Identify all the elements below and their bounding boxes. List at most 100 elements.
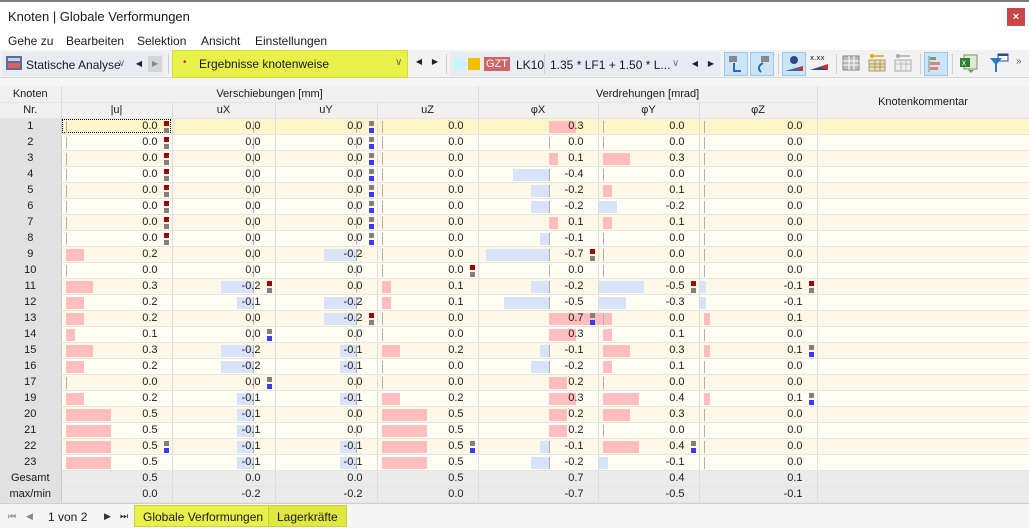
table-row[interactable]: 16 0.2 -0.2 -0.1 0.0 -0.2 0.1 0.0	[0, 358, 1029, 375]
node-number[interactable]: 22	[0, 438, 62, 455]
cell-uz[interactable]: 0.0	[377, 214, 479, 231]
node-number[interactable]: 17	[0, 374, 62, 391]
menu-edit[interactable]: Bearbeiten	[66, 34, 125, 48]
cell-phiy[interactable]: 0.0	[598, 262, 700, 279]
cell-ux[interactable]: 0.0	[172, 230, 276, 247]
excel-export-button[interactable]: X	[958, 52, 982, 76]
cell-comment[interactable]	[817, 358, 1029, 375]
cell-ux[interactable]: -0.1	[172, 422, 276, 439]
cell-uz[interactable]: 0.5	[377, 422, 479, 439]
cell-phix[interactable]: -0.2	[478, 182, 599, 199]
cell-u-abs[interactable]: 0.0	[61, 118, 173, 135]
node-number[interactable]: 12	[0, 294, 62, 311]
table-row[interactable]: 22 0.5 -0.1 -0.1 0.5 -0.1 0.4 0.0	[0, 438, 1029, 455]
cell-phiy[interactable]: 0.1	[598, 214, 700, 231]
cell-phiy[interactable]: -0.5	[598, 278, 700, 295]
cell-uz[interactable]: 0.0	[377, 166, 479, 183]
cell-comment[interactable]	[817, 390, 1029, 407]
cell-phiz[interactable]: 0.0	[699, 246, 818, 263]
header-phiy[interactable]: φY	[598, 102, 700, 119]
cell-u-abs[interactable]: 0.3	[61, 342, 173, 359]
results-combo[interactable]: • Ergebnisse knotenweise ∨	[172, 50, 408, 78]
cell-phix[interactable]: 0.1	[478, 150, 599, 167]
table-row[interactable]: 9 0.2 0.0 -0.2 0.0 -0.7 0.0 0.0	[0, 246, 1029, 263]
filter-button[interactable]	[988, 52, 1012, 76]
cell-phiz[interactable]: 0.0	[699, 262, 818, 279]
prev-arrow-icon[interactable]: ◀	[135, 59, 143, 68]
cell-phiz[interactable]: -0.1	[699, 278, 818, 295]
select-back-button[interactable]	[724, 52, 748, 76]
cell-u-abs[interactable]: 0.5	[61, 438, 173, 455]
cell-comment[interactable]	[817, 134, 1029, 151]
cell-uy[interactable]: 0.0	[275, 134, 378, 151]
cell-phiz[interactable]: 0.0	[699, 198, 818, 215]
node-number[interactable]: 13	[0, 310, 62, 327]
cell-uz[interactable]: 0.5	[377, 406, 479, 423]
cell-uz[interactable]: 0.1	[377, 278, 479, 295]
cell-phix[interactable]: 0.7	[478, 310, 612, 327]
cell-phix[interactable]: -0.2	[478, 278, 599, 295]
node-number[interactable]: 10	[0, 262, 62, 279]
cell-phiy[interactable]: 0.4	[598, 390, 700, 407]
cell-comment[interactable]	[817, 422, 1029, 439]
cell-ux[interactable]: -0.2	[172, 358, 276, 375]
header-comment[interactable]: Knotenkommentar	[817, 86, 1029, 119]
cell-uz[interactable]: 0.0	[377, 150, 479, 167]
cell-phix[interactable]: -0.2	[478, 358, 599, 375]
cell-phiz[interactable]: -0.1	[699, 294, 818, 311]
cell-u-abs[interactable]: 0.0	[61, 150, 173, 167]
cell-phix[interactable]: 0.2	[478, 374, 599, 391]
cell-uz[interactable]: 0.2	[377, 390, 479, 407]
cell-uz[interactable]: 0.0	[377, 198, 479, 215]
cell-uz[interactable]: 0.5	[377, 454, 479, 471]
cell-uy[interactable]: 0.0	[275, 230, 378, 247]
cell-phix[interactable]: -0.2	[478, 198, 599, 215]
node-number[interactable]: 2	[0, 134, 62, 151]
node-number[interactable]: 20	[0, 406, 62, 423]
cell-u-abs[interactable]: 0.2	[61, 310, 173, 327]
cell-ux[interactable]: -0.1	[172, 406, 276, 423]
cell-phiz[interactable]: 0.0	[699, 374, 818, 391]
cell-phiy[interactable]: 0.0	[598, 310, 700, 327]
cell-comment[interactable]	[817, 374, 1029, 391]
cell-comment[interactable]	[817, 294, 1029, 311]
node-number[interactable]: 15	[0, 342, 62, 359]
cell-comment[interactable]	[817, 214, 1029, 231]
cell-phiy[interactable]: 0.1	[598, 326, 700, 343]
cell-u-abs[interactable]: 0.5	[61, 454, 173, 471]
cell-comment[interactable]	[817, 166, 1029, 183]
cell-uy[interactable]: -0.1	[275, 438, 378, 455]
cell-phix[interactable]: -0.7	[478, 246, 599, 263]
cell-comment[interactable]	[817, 118, 1029, 135]
cell-comment[interactable]	[817, 342, 1029, 359]
next-arrow-icon[interactable]: ▶	[431, 57, 439, 66]
header-uy[interactable]: uY	[275, 102, 378, 119]
cell-uy[interactable]: 0.0	[275, 118, 378, 135]
cell-phiy[interactable]: 0.4	[598, 438, 700, 455]
menu-selection[interactable]: Selektion	[137, 34, 187, 48]
cell-phiz[interactable]: 0.0	[699, 214, 818, 231]
cell-u-abs[interactable]: 0.2	[61, 358, 173, 375]
cell-ux[interactable]: -0.1	[172, 438, 276, 455]
cell-uz[interactable]: 0.0	[377, 134, 479, 151]
cell-uz[interactable]: 0.2	[377, 342, 479, 359]
close-button[interactable]: ×	[1007, 8, 1025, 26]
cell-uz[interactable]: 0.0	[377, 262, 479, 279]
cell-uy[interactable]: -0.1	[275, 454, 378, 471]
cell-phix[interactable]: -0.1	[478, 438, 599, 455]
cell-comment[interactable]	[817, 262, 1029, 279]
cell-u-abs[interactable]: 0.0	[61, 198, 173, 215]
cell-ux[interactable]: 0.0	[172, 246, 276, 263]
cell-phiy[interactable]: 0.1	[598, 358, 700, 375]
cell-phix[interactable]: -0.4	[478, 166, 599, 183]
table-row[interactable]: 13 0.2 0.0 -0.2 0.0 0.7 0.0 0.1	[0, 310, 1029, 327]
cell-uz[interactable]: 0.0	[377, 374, 479, 391]
cell-phix[interactable]: 0.0	[478, 262, 599, 279]
table-row[interactable]: 19 0.2 -0.1 -0.1 0.2 0.3 0.4 0.1	[0, 390, 1029, 407]
node-number[interactable]: 3	[0, 150, 62, 167]
cell-phix[interactable]: -0.1	[478, 230, 599, 247]
table-row[interactable]: 20 0.5 -0.1 0.0 0.5 0.2 0.3 0.0	[0, 406, 1029, 423]
table-row[interactable]: 2 0.0 0.0 0.0 0.0 0.0 0.0 0.0	[0, 134, 1029, 151]
table-filter-button[interactable]	[892, 52, 916, 76]
table-row[interactable]: 5 0.0 0.0 0.0 0.0 -0.2 0.1 0.0	[0, 182, 1029, 199]
